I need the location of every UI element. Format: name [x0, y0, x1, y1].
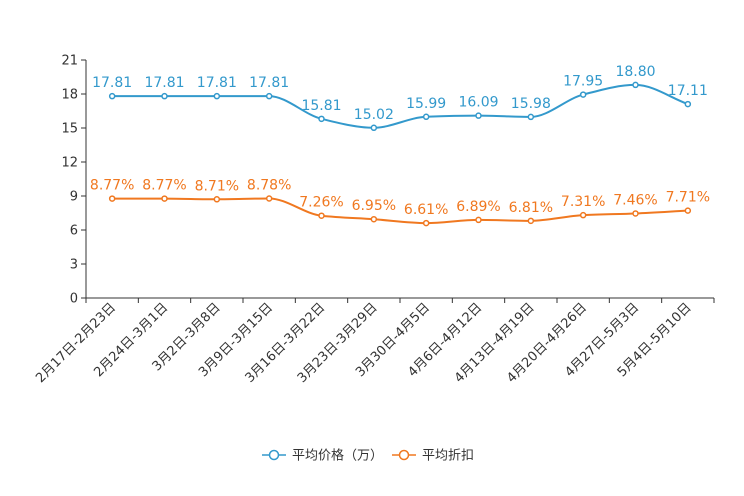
series-0: 17.81 17.81 17.81 17.81 15.81 15.02 15.99 16.09… — [92, 64, 708, 132]
series-line — [112, 83, 689, 129]
series-1: 8.77% 8.77% 8.71% 8.78% 7.26% 6.95% 6.61% 6.89%… — [90, 177, 710, 227]
data-label: 7.31% — [561, 194, 605, 210]
data-point[interactable] — [161, 195, 168, 202]
y-tick-label: 12 — [61, 156, 78, 171]
data-label: 16.09 — [458, 95, 498, 111]
series-layer: 17.81 17.81 17.81 17.81 15.81 15.02 15.99 16.09… — [90, 64, 710, 227]
data-point[interactable] — [527, 113, 535, 121]
data-label: 15.99 — [406, 96, 446, 112]
x-axis-tick-labels: 2月17日-2月23日2月24日-3月1日3月2日-3月8日3月9日-3月15日… — [33, 300, 694, 386]
data-label: 18.80 — [615, 64, 655, 80]
legend-marker — [268, 449, 280, 461]
data-point[interactable] — [370, 124, 378, 132]
data-label: 15.81 — [301, 98, 341, 114]
data-point[interactable] — [684, 100, 692, 108]
data-label: 15.02 — [354, 107, 394, 123]
data-point[interactable] — [684, 207, 692, 214]
data-label: 17.95 — [563, 74, 603, 90]
data-label: 17.81 — [197, 75, 237, 91]
y-tick-label: 21 — [61, 54, 78, 69]
data-label: 17.81 — [249, 75, 289, 91]
data-point[interactable] — [422, 113, 430, 121]
y-tick-label: 0 — [70, 292, 78, 307]
data-point[interactable] — [108, 92, 116, 100]
data-point[interactable] — [370, 215, 378, 223]
data-label: 17.81 — [144, 75, 184, 91]
chart-legend[interactable]: 平均价格（万） 平均折扣 — [262, 448, 474, 464]
data-point[interactable] — [475, 112, 482, 119]
legend-item-1[interactable]: 平均折扣 — [392, 449, 474, 464]
data-point[interactable] — [579, 91, 587, 98]
data-label: 6.81% — [509, 200, 553, 216]
y-tick-label: 3 — [70, 258, 78, 273]
y-axis-tick-labels: 0 3 6 9 12 15 18 21 — [61, 54, 78, 307]
legend-marker — [398, 449, 410, 461]
data-point[interactable] — [579, 211, 587, 219]
data-label: 17.11 — [668, 83, 708, 99]
data-point[interactable] — [213, 92, 221, 100]
y-tick-label: 9 — [70, 190, 78, 205]
data-point[interactable] — [108, 195, 116, 202]
data-label: 6.61% — [404, 202, 448, 218]
legend-item-0[interactable]: 平均价格（万） — [262, 448, 383, 464]
data-point[interactable] — [318, 212, 325, 219]
data-point[interactable] — [527, 217, 535, 225]
data-label: 8.71% — [195, 178, 239, 194]
data-point[interactable] — [213, 196, 221, 203]
data-label: 8.77% — [142, 178, 186, 194]
data-point[interactable] — [265, 92, 273, 100]
data-label: 7.71% — [666, 190, 710, 206]
data-point[interactable] — [475, 216, 482, 224]
series-line — [112, 197, 688, 225]
legend-label: 平均折扣 — [422, 449, 474, 464]
data-point[interactable] — [318, 115, 325, 123]
data-label: 6.95% — [352, 198, 396, 214]
data-point[interactable] — [265, 195, 273, 202]
y-tick-label: 15 — [61, 122, 78, 137]
data-point[interactable] — [422, 219, 430, 227]
data-label: 7.46% — [613, 192, 657, 208]
data-label: 8.77% — [90, 178, 134, 194]
data-point[interactable] — [632, 210, 639, 217]
data-label: 17.81 — [92, 75, 132, 91]
data-label: 8.78% — [247, 177, 291, 193]
y-tick-label: 18 — [61, 88, 78, 103]
data-label: 7.26% — [299, 195, 343, 211]
data-point[interactable] — [632, 81, 639, 89]
legend-label: 平均价格（万） — [292, 448, 383, 464]
data-label: 15.98 — [511, 96, 551, 112]
data-point[interactable] — [161, 92, 168, 100]
chart-axes — [81, 59, 715, 303]
y-tick-label: 6 — [70, 224, 78, 239]
data-label: 6.89% — [456, 199, 500, 215]
